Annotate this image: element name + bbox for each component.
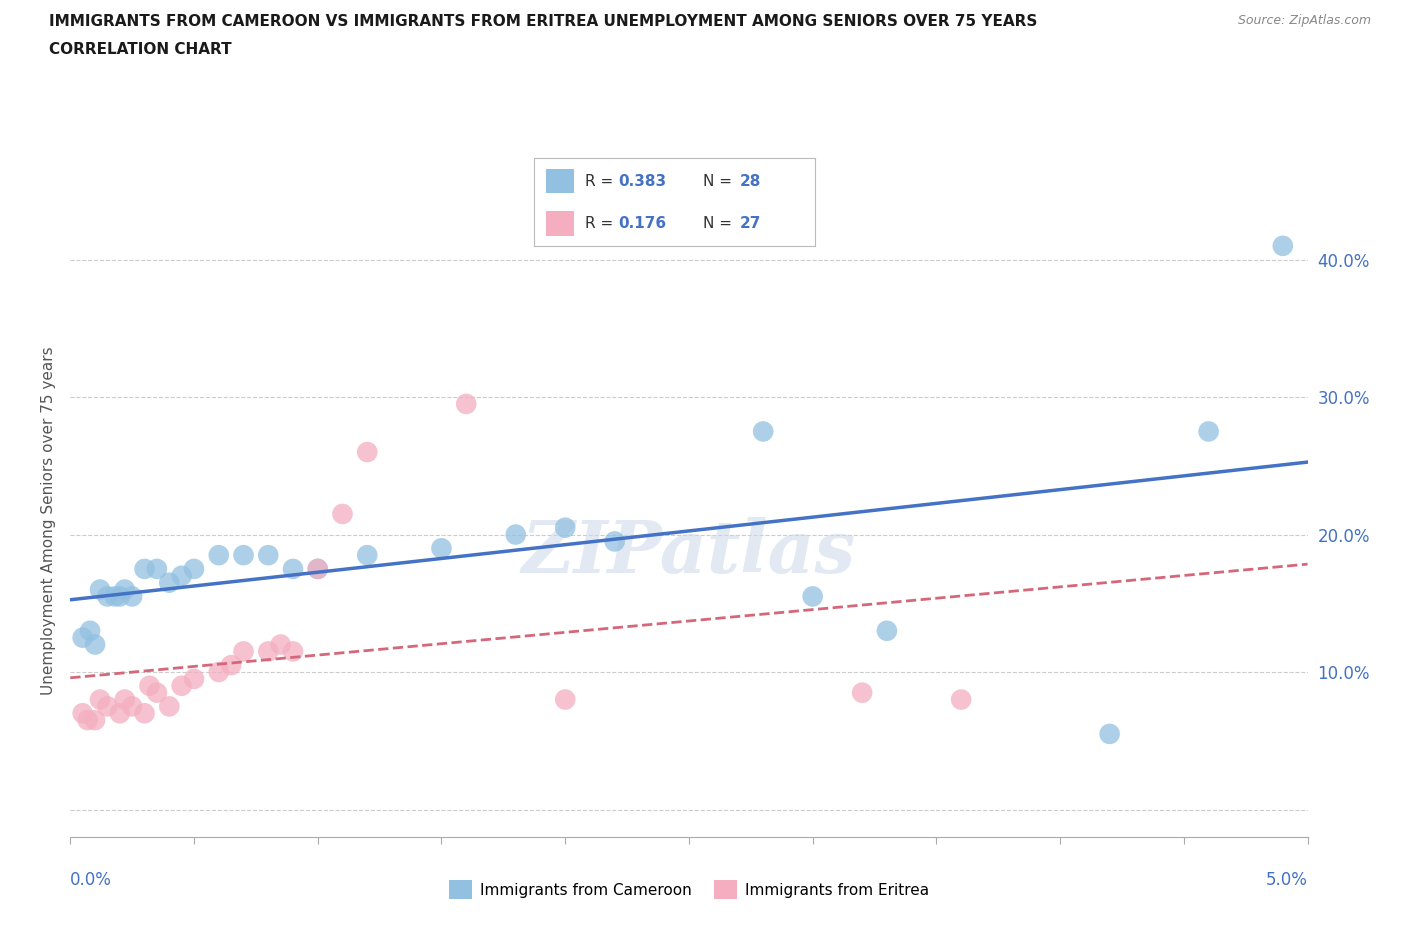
Point bbox=[183, 671, 205, 686]
Point bbox=[104, 589, 127, 604]
Text: 0.176: 0.176 bbox=[619, 216, 666, 231]
Point bbox=[96, 589, 118, 604]
Point bbox=[430, 541, 453, 556]
Point bbox=[138, 678, 160, 693]
Point bbox=[232, 548, 254, 563]
Point bbox=[84, 637, 107, 652]
Point bbox=[270, 637, 292, 652]
Point bbox=[170, 568, 193, 583]
Point bbox=[72, 706, 94, 721]
Point bbox=[208, 548, 231, 563]
Y-axis label: Unemployment Among Seniors over 75 years: Unemployment Among Seniors over 75 years bbox=[41, 347, 56, 695]
Point bbox=[603, 534, 626, 549]
Bar bbox=[546, 211, 574, 236]
Point bbox=[219, 658, 242, 672]
Point bbox=[208, 665, 231, 680]
Point bbox=[72, 631, 94, 645]
Point bbox=[332, 507, 354, 522]
Text: R =: R = bbox=[585, 216, 619, 231]
Point bbox=[134, 562, 156, 577]
Point bbox=[134, 706, 156, 721]
Point bbox=[554, 692, 576, 707]
Point bbox=[121, 589, 143, 604]
Point bbox=[801, 589, 824, 604]
Text: 0.383: 0.383 bbox=[619, 174, 666, 189]
Point bbox=[1271, 238, 1294, 253]
Point bbox=[121, 699, 143, 714]
Point bbox=[876, 623, 898, 638]
Point bbox=[232, 644, 254, 658]
Point bbox=[114, 582, 136, 597]
Point bbox=[307, 562, 329, 577]
Point bbox=[505, 527, 527, 542]
Text: CORRELATION CHART: CORRELATION CHART bbox=[49, 42, 232, 57]
Point bbox=[170, 678, 193, 693]
Point bbox=[1198, 424, 1220, 439]
Point bbox=[950, 692, 973, 707]
Point bbox=[146, 685, 169, 700]
Point bbox=[851, 685, 873, 700]
Point bbox=[146, 562, 169, 577]
Text: 5.0%: 5.0% bbox=[1265, 871, 1308, 889]
Point bbox=[108, 706, 131, 721]
Point bbox=[1098, 726, 1121, 741]
Point bbox=[456, 396, 478, 411]
Text: N =: N = bbox=[703, 216, 737, 231]
Text: N =: N = bbox=[703, 174, 737, 189]
Point bbox=[356, 445, 378, 459]
Point bbox=[183, 562, 205, 577]
Text: IMMIGRANTS FROM CAMEROON VS IMMIGRANTS FROM ERITREA UNEMPLOYMENT AMONG SENIORS O: IMMIGRANTS FROM CAMEROON VS IMMIGRANTS F… bbox=[49, 14, 1038, 29]
Point bbox=[89, 692, 111, 707]
Point bbox=[281, 562, 304, 577]
Text: ZIPatlas: ZIPatlas bbox=[522, 517, 856, 588]
Point bbox=[257, 548, 280, 563]
Point bbox=[84, 712, 107, 727]
Point bbox=[752, 424, 775, 439]
Point bbox=[356, 548, 378, 563]
Bar bbox=[546, 168, 574, 193]
Point bbox=[108, 589, 131, 604]
Point bbox=[257, 644, 280, 658]
Text: 0.0%: 0.0% bbox=[70, 871, 112, 889]
Text: R =: R = bbox=[585, 174, 619, 189]
Point bbox=[307, 562, 329, 577]
Legend: Immigrants from Cameroon, Immigrants from Eritrea: Immigrants from Cameroon, Immigrants fro… bbox=[443, 874, 935, 905]
Point bbox=[89, 582, 111, 597]
Point bbox=[157, 576, 180, 591]
Point bbox=[157, 699, 180, 714]
Point bbox=[281, 644, 304, 658]
Text: 27: 27 bbox=[740, 216, 761, 231]
Text: 28: 28 bbox=[740, 174, 761, 189]
Point bbox=[114, 692, 136, 707]
Point bbox=[79, 623, 101, 638]
Point bbox=[96, 699, 118, 714]
Text: Source: ZipAtlas.com: Source: ZipAtlas.com bbox=[1237, 14, 1371, 27]
Point bbox=[554, 520, 576, 535]
Point bbox=[76, 712, 98, 727]
